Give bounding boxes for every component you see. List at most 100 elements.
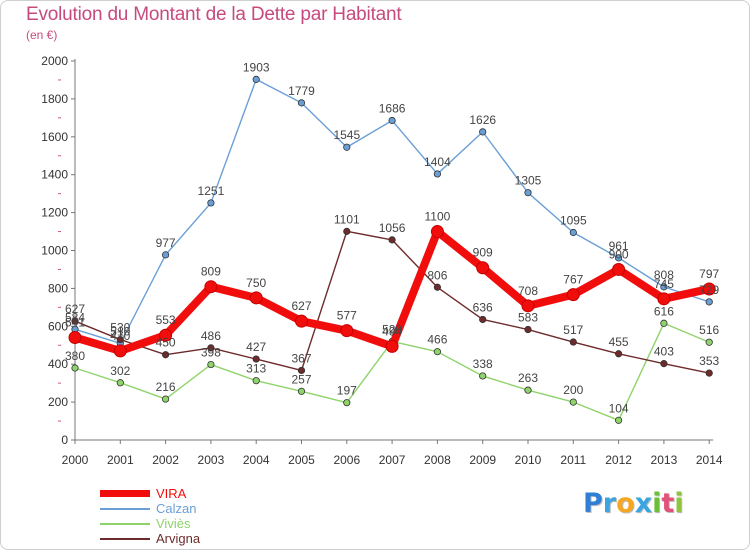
data-point-calzan	[207, 199, 215, 207]
data-label-vira: 750	[246, 276, 266, 290]
legend-swatch-vira	[100, 490, 150, 497]
proxiti-logo: Proxiti	[583, 488, 684, 519]
data-label-vira: 745	[654, 277, 674, 291]
x-tick-label: 2006	[333, 453, 360, 467]
x-tick-label: 2012	[605, 453, 632, 467]
y-tick-label: 200	[48, 395, 68, 409]
data-label-calzan: 1903	[243, 60, 270, 74]
data-label-arvigna: 627	[65, 302, 85, 316]
data-label-vira: 708	[518, 284, 538, 298]
data-point-vivies	[343, 399, 351, 407]
data-label-calzan: 1404	[424, 155, 451, 169]
legend-label-arvigna: Arvigna	[156, 531, 201, 546]
data-label-vira: 541	[65, 315, 85, 329]
y-tick-label: 400	[48, 357, 68, 371]
data-label-arvigna: 450	[156, 336, 176, 350]
data-label-calzan: 584	[65, 310, 85, 324]
data-label-arvigna: 583	[518, 311, 538, 325]
data-point-vira	[521, 299, 535, 313]
data-label-vira: 797	[699, 267, 719, 281]
legend-label-vira: VIRA	[156, 486, 187, 501]
data-label-calzan: 510	[110, 324, 130, 338]
data-point-vira	[249, 291, 263, 305]
legend-swatch-vivies	[100, 523, 150, 525]
x-tick-label: 2009	[469, 453, 496, 467]
data-label-calzan: 1251	[198, 184, 225, 198]
data-label-vira: 767	[563, 273, 583, 287]
data-point-calzan	[705, 298, 713, 306]
data-label-arvigna: 806	[427, 268, 447, 282]
data-label-arvigna: 353	[699, 354, 719, 368]
y-tick-label: 0	[61, 433, 68, 447]
data-label-vivies: 216	[156, 380, 176, 394]
data-point-calzan	[162, 251, 170, 259]
data-point-arvigna	[705, 369, 713, 377]
data-point-vira	[566, 288, 580, 302]
data-point-arvigna	[343, 227, 351, 235]
logo-letter: r	[602, 488, 617, 519]
data-label-vivies: 398	[201, 346, 221, 360]
data-point-calzan	[297, 99, 306, 107]
data-point-calzan	[569, 228, 577, 237]
data-point-vivies	[479, 372, 487, 380]
data-point-arvigna	[433, 283, 441, 291]
data-label-vira: 470	[110, 329, 130, 343]
legend-swatch-calzan	[100, 508, 150, 510]
data-label-calzan: 1626	[469, 113, 496, 127]
data-label-vivies: 466	[427, 333, 447, 347]
data-label-vivies: 197	[337, 384, 357, 398]
chart-unit-label: (en €)	[26, 28, 58, 42]
data-label-calzan: 1305	[515, 174, 542, 188]
data-label-vivies: 313	[246, 362, 266, 376]
y-tick-label: 1200	[41, 206, 68, 220]
data-label-vivies: 616	[654, 304, 674, 318]
data-label-vivies: 263	[518, 371, 538, 385]
x-tick-label: 2008	[424, 453, 451, 467]
data-point-vivies	[705, 338, 713, 346]
data-point-vivies	[207, 360, 215, 369]
data-label-arvigna: 403	[654, 345, 674, 359]
data-point-vira	[204, 280, 218, 294]
data-point-vivies	[524, 386, 532, 394]
legend-label-calzan: Calzan	[156, 501, 197, 516]
y-tick-label: 800	[48, 281, 68, 295]
x-tick-label: 2004	[243, 453, 270, 467]
data-point-arvigna	[207, 344, 215, 352]
logo-letter: x	[634, 488, 653, 519]
data-label-vivies: 338	[473, 357, 493, 371]
data-point-vivies	[433, 348, 441, 356]
y-tick-label: 1800	[41, 92, 68, 106]
data-label-vira: 809	[201, 265, 221, 279]
y-tick-label: 600	[48, 319, 68, 333]
data-point-vivies	[614, 416, 623, 424]
data-point-vira	[340, 324, 354, 338]
data-point-calzan	[660, 283, 668, 291]
data-point-arvigna	[116, 335, 124, 344]
data-label-calzan: 977	[156, 236, 176, 250]
logo-letter: o	[616, 488, 635, 519]
data-label-arvigna: 367	[291, 351, 311, 365]
x-tick-label: 2000	[62, 453, 89, 467]
x-tick-label: 2010	[515, 453, 542, 467]
data-label-arvigna: 455	[609, 335, 629, 349]
data-point-vivies	[116, 379, 124, 387]
x-tick-label: 2014	[696, 453, 723, 467]
data-label-vivies: 200	[563, 383, 583, 397]
data-point-vira	[295, 314, 308, 328]
data-label-arvigna: 636	[473, 300, 493, 314]
data-label-vira: 1100	[424, 210, 450, 224]
data-point-vivies	[297, 387, 306, 395]
legend-label-vivies: Viviès	[156, 516, 191, 531]
data-point-arvigna	[479, 315, 487, 324]
data-point-vivies	[569, 398, 577, 406]
logo-letter: i	[652, 488, 662, 519]
y-tick-label: 1400	[41, 168, 68, 182]
data-label-calzan: 1095	[560, 213, 587, 227]
data-label-arvigna: 1101	[334, 212, 360, 226]
data-label-calzan: 1779	[288, 84, 315, 98]
data-label-vivies: 520	[382, 322, 402, 336]
data-label-arvigna: 427	[246, 340, 266, 354]
y-tick-label: 1600	[41, 130, 68, 144]
data-label-vira: 553	[156, 313, 176, 327]
